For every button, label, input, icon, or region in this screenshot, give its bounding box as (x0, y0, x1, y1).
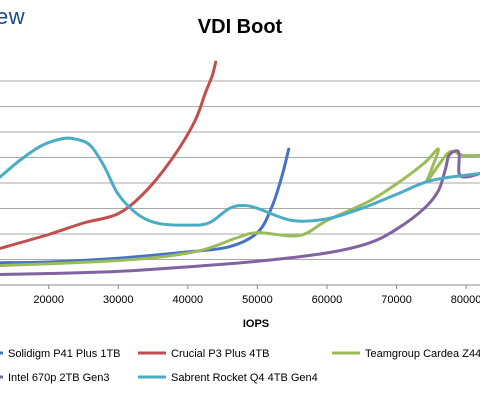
series-line-1 (0, 147, 291, 265)
legend-label: Solidigm P41 Plus 1TB (8, 348, 121, 360)
x-tick-label: 50000 (242, 294, 273, 306)
legend: Solidigm P41 Plus 1TB Crucial P3 Plus 4TB… (0, 348, 480, 384)
legend-label: Teamgroup Cardea Z440 (365, 348, 480, 360)
brand-logo: ew (0, 4, 26, 29)
legend-label: Intel 670p 2TB Gen3 (8, 372, 110, 384)
series-line-2 (0, 60, 218, 250)
series-line-5 (0, 136, 480, 227)
legend-label: Sabrent Rocket Q4 4TB Gen4 (171, 372, 318, 384)
x-tick-label: 60000 (312, 294, 343, 306)
series-line-4 (0, 149, 480, 276)
x-axis-ticks: 20000 30000 40000 50000 60000 70000 80000 (33, 285, 480, 306)
x-tick-label: 40000 (173, 294, 204, 306)
legend-label: Crucial P3 Plus 4TB (171, 348, 269, 360)
gridlines (0, 80, 480, 260)
x-axis-label: IOPS (243, 318, 269, 330)
x-tick-label: 20000 (33, 294, 64, 306)
chart-title: VDI Boot (198, 16, 283, 38)
x-tick-label: 70000 (381, 294, 412, 306)
series-line-3 (0, 147, 480, 267)
x-tick-label: 80000 (451, 294, 480, 306)
x-tick-label: 30000 (103, 294, 134, 306)
series-layer (0, 60, 480, 276)
